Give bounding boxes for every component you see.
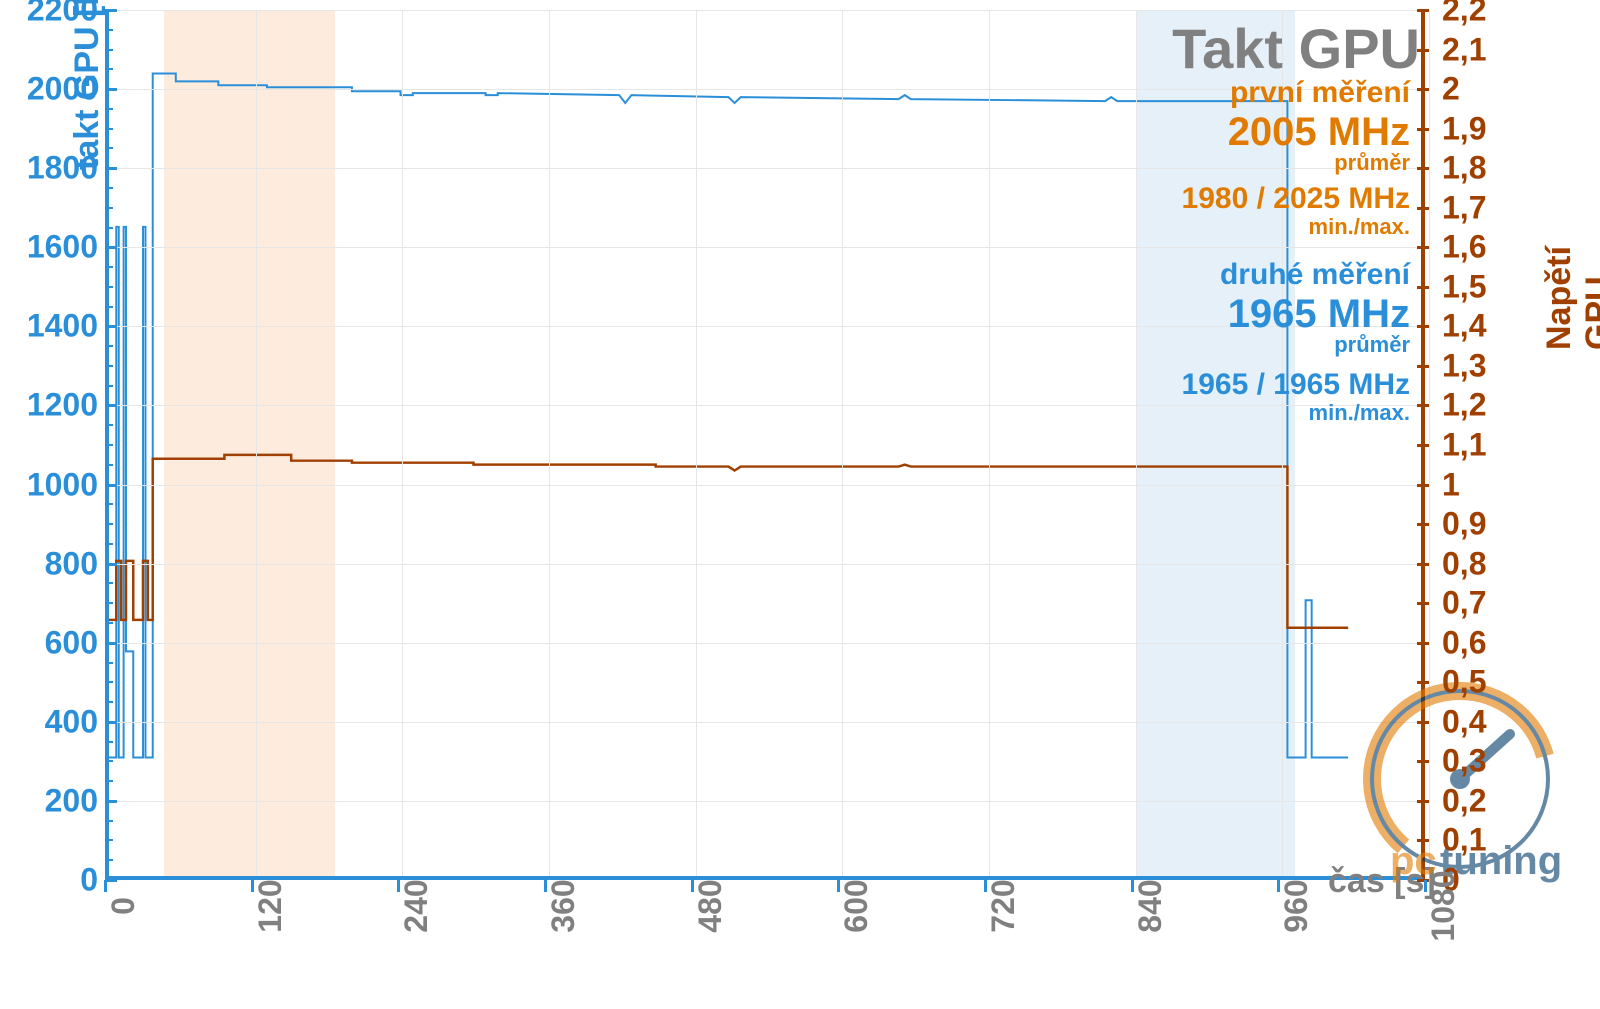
chart-title: Takt GPU	[1172, 16, 1420, 81]
y-right-tick: 1,5	[1442, 268, 1486, 305]
y-left-tick: 1600	[27, 229, 98, 266]
y-right-tick: 0,4	[1442, 703, 1486, 740]
y-right-tick: 2,1	[1442, 31, 1486, 68]
y-right-tick: 0,2	[1442, 782, 1486, 819]
orange-band	[164, 10, 335, 876]
y-left-tick: 400	[45, 703, 98, 740]
y-left-tick: 1800	[27, 150, 98, 187]
y-right-tick: 0,9	[1442, 506, 1486, 543]
y-left-tick: 2000	[27, 71, 98, 108]
y-right-tick: 0,3	[1442, 743, 1486, 780]
y-left-tick: 800	[45, 545, 98, 582]
y-right-tick: 0,5	[1442, 664, 1486, 701]
m2-title: druhé měření	[1220, 260, 1410, 290]
y-left-tick: 200	[45, 782, 98, 819]
y-right-tick: 2,2	[1442, 0, 1486, 29]
m1-title: první měření	[1230, 78, 1410, 108]
x-tick: 1080	[1425, 870, 1462, 941]
x-tick: 240	[398, 879, 435, 932]
y-right-tick: 0,8	[1442, 545, 1486, 582]
x-tick: 960	[1278, 879, 1315, 932]
y-left-tick: 600	[45, 624, 98, 661]
y-left-tick: 1200	[27, 387, 98, 424]
y-right-tick: 1,6	[1442, 229, 1486, 266]
y-right-tick: 1,1	[1442, 427, 1486, 464]
y-right-tick: 0,1	[1442, 822, 1486, 859]
x-tick: 720	[985, 879, 1022, 932]
y-left-tick: 0	[80, 862, 98, 899]
y-right-tick: 1,8	[1442, 150, 1486, 187]
m2-avg-label: průměr	[1334, 334, 1410, 357]
y-right-tick: 1,7	[1442, 189, 1486, 226]
x-tick: 120	[252, 879, 289, 932]
x-tick: 360	[545, 879, 582, 932]
y-right-tick: 0,6	[1442, 624, 1486, 661]
y-right-tick: 2	[1442, 71, 1460, 108]
y-left-tick: 2200	[27, 0, 98, 29]
x-tick: 480	[692, 879, 729, 932]
y-left-tick: 1000	[27, 466, 98, 503]
m1-minmax-label: min./max.	[1309, 216, 1410, 239]
y-right-axis-title: Napětí GPU [V]	[1540, 246, 1600, 350]
y-left-tick: 1400	[27, 308, 98, 345]
m1-avg: 2005 MHz	[1228, 112, 1410, 152]
y-right-tick: 0,7	[1442, 585, 1486, 622]
m1-avg-label: průměr	[1334, 152, 1410, 175]
gpu-clock-chart: Takt GPU první měření 2005 MHz průměr 19…	[0, 0, 1600, 1009]
y-right-tick: 1	[1442, 466, 1460, 503]
x-tick: 840	[1132, 879, 1169, 932]
m2-avg: 1965 MHz	[1228, 294, 1410, 334]
y-right-tick: 1,3	[1442, 347, 1486, 384]
y-right-tick: 1,4	[1442, 308, 1486, 345]
m2-minmax: 1965 / 1965 MHz	[1182, 370, 1410, 400]
m2-minmax-label: min./max.	[1309, 402, 1410, 425]
x-tick: 0	[105, 897, 142, 915]
y-right-tick: 1,2	[1442, 387, 1486, 424]
x-tick: 600	[838, 879, 875, 932]
y-right-tick: 1,9	[1442, 110, 1486, 147]
m1-minmax: 1980 / 2025 MHz	[1182, 184, 1410, 214]
